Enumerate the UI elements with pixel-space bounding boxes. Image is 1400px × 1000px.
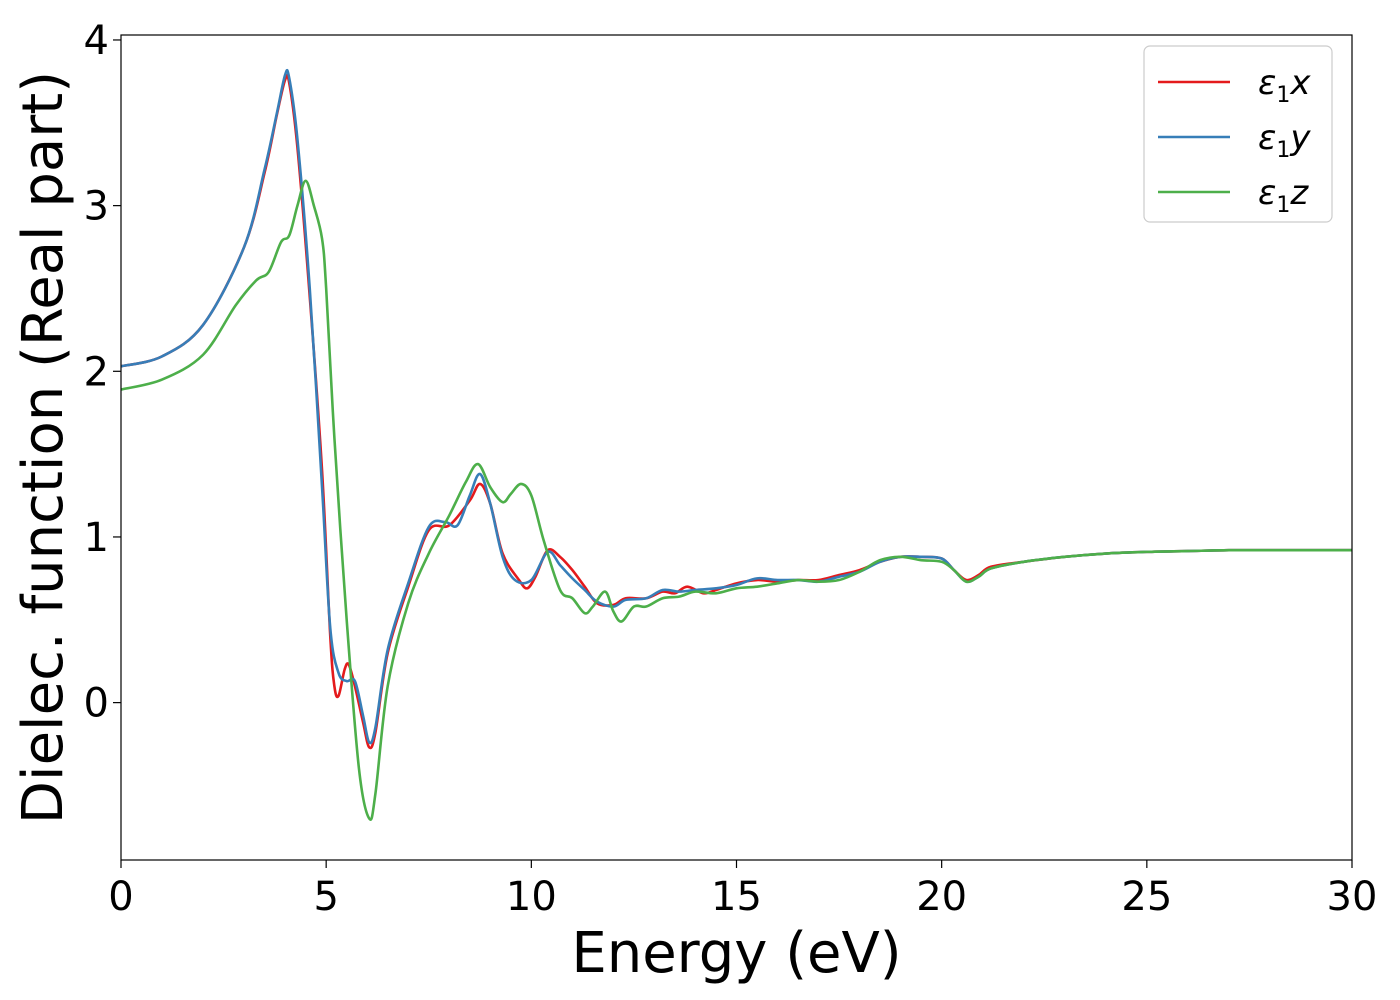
legend-label-3: ε1z <box>1258 173 1309 218</box>
x-tick-label: 20 <box>916 874 967 920</box>
legend-box <box>1143 45 1333 223</box>
x-tick-label: 10 <box>506 874 557 920</box>
x-tick-label: 15 <box>711 874 762 920</box>
x-tick-label: 25 <box>1121 874 1172 920</box>
x-tick-label: 0 <box>108 874 133 920</box>
x-tick-label: 5 <box>313 874 338 920</box>
y-tick-label: 4 <box>84 18 109 64</box>
y-tick-label: 2 <box>84 349 109 395</box>
y-axis-title: Dielec. function (Real part) <box>11 71 76 824</box>
series-line-3 <box>121 179 1352 821</box>
ticks-layer: 0 5 10 15 20 25 30 0 1 2 3 4 <box>84 18 1378 920</box>
y-tick-label: 0 <box>84 681 109 727</box>
legend-label-2: ε1y <box>1258 118 1311 163</box>
x-tick-label: 30 <box>1327 874 1378 920</box>
legend-label-1: ε1x <box>1258 63 1311 108</box>
y-tick-label: 3 <box>84 184 109 230</box>
y-tick-label: 1 <box>84 515 109 561</box>
x-axis-title: Energy (eV) <box>571 921 901 986</box>
legend: ε1x ε1y ε1z <box>1143 45 1333 223</box>
series-layer <box>121 68 1352 821</box>
